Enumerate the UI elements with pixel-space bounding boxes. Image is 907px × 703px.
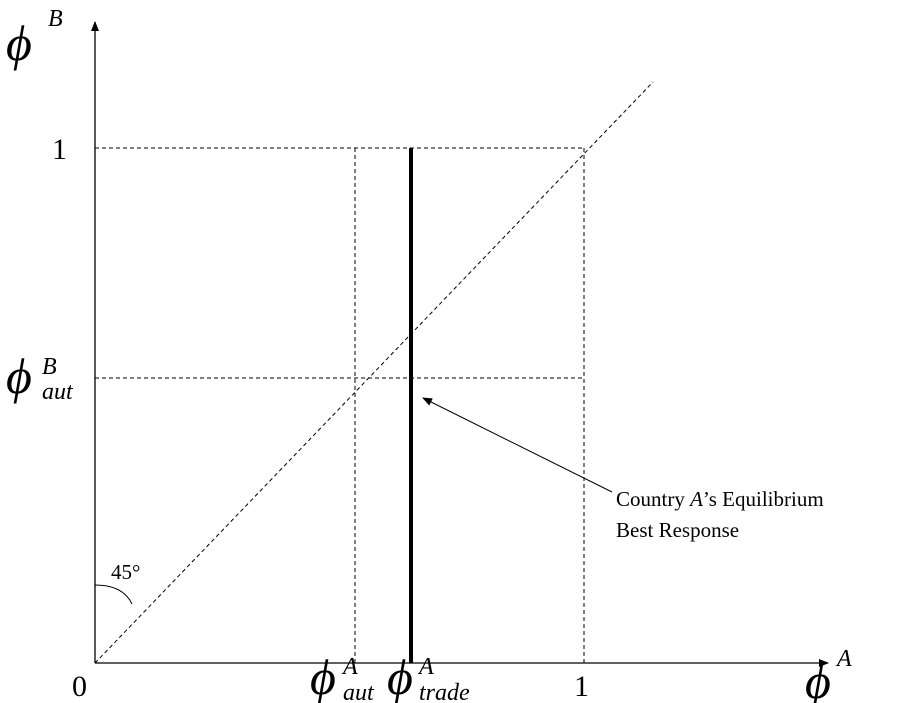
y-tick-aut-superscript: B <box>42 354 57 380</box>
angle-arc <box>94 584 133 605</box>
y-axis-label-superscript: B <box>48 6 63 32</box>
y-tick-one: 1 <box>52 133 67 166</box>
x-tick-one: 1 <box>574 670 589 703</box>
x-tick-aut-superscript: A <box>341 654 358 680</box>
y-tick-aut-symbol: ϕ <box>6 348 32 404</box>
x-tick-trade-subscript: trade <box>419 680 470 703</box>
x-tick-trade-superscript: A <box>417 654 434 680</box>
annotation-line-2: Best Response <box>616 518 739 542</box>
annotation-line-1: Country A’s Equilibrium <box>616 487 824 511</box>
x-tick-aut-subscript: aut <box>343 680 375 703</box>
x-tick-aut-symbol: ϕ <box>310 649 336 703</box>
y-axis-label: ϕ <box>6 15 32 71</box>
forty-five-degree-line <box>94 81 654 664</box>
x-axis-label: ϕ <box>805 653 831 703</box>
x-tick-trade-symbol: ϕ <box>387 649 413 703</box>
angle-label: 45° <box>111 560 140 584</box>
origin-label: 0 <box>72 670 87 703</box>
y-tick-aut-subscript: aut <box>42 379 74 405</box>
x-axis-label-superscript: A <box>835 646 852 672</box>
annotation-arrow <box>422 397 613 493</box>
